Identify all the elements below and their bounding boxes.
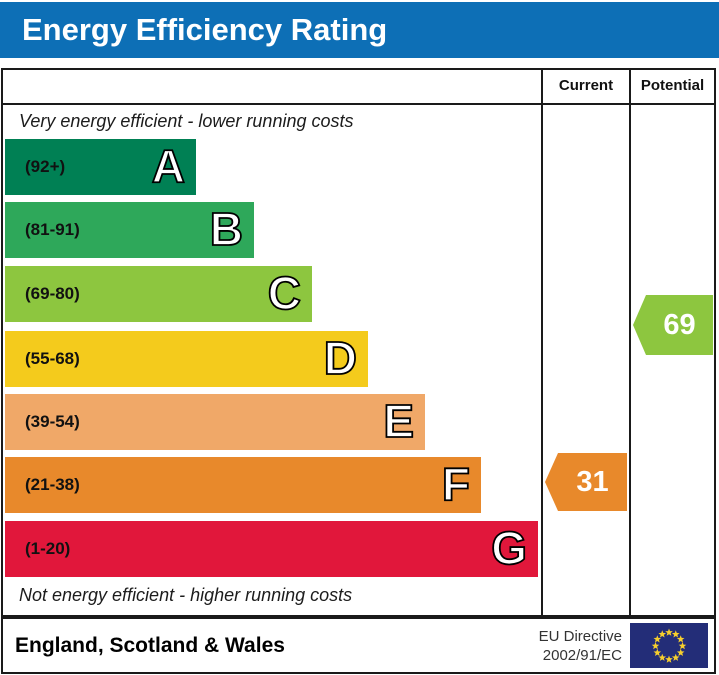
band-range-label: (21-38): [25, 475, 80, 494]
potential-column-header: Potential: [640, 77, 705, 94]
top-note: Very energy efficient - lower running co…: [19, 111, 354, 131]
left-arrow-shape: [545, 453, 627, 511]
rating-chart: Current Potential Very energy efficient …: [1, 68, 716, 617]
band-letter: F: [441, 457, 471, 511]
band-range-label: (39-54): [25, 412, 80, 431]
band-letter: C: [267, 266, 302, 320]
current-column-header: Current: [558, 77, 614, 94]
band-d: (55-68) D: [5, 331, 368, 387]
band-letter: A: [151, 139, 186, 193]
band-e: (39-54) E: [5, 394, 425, 450]
band-letter: B: [209, 202, 244, 256]
eu-directive-line1: EU Directive: [538, 627, 622, 645]
bottom-note: Not energy efficient - higher running co…: [19, 585, 353, 605]
region-label: England, Scotland & Wales: [15, 633, 285, 657]
footer-bar: England, Scotland & Wales EU Directive 2…: [1, 617, 716, 674]
band-c: (69-80) C: [5, 266, 312, 322]
band-a: (92+) A: [5, 139, 196, 195]
column-divider-potential: [629, 70, 631, 615]
title-bar: Energy Efficiency Rating: [0, 2, 719, 58]
current-rating-value: 31: [576, 465, 609, 498]
band-letter: E: [382, 394, 414, 448]
page-title: Energy Efficiency Rating: [22, 12, 388, 47]
band-range-label: (92+): [25, 157, 66, 176]
eu-directive-label: EU Directive 2002/91/EC: [539, 619, 622, 672]
band-f: (21-38) F: [5, 457, 481, 513]
eu-flag-icon: [630, 623, 708, 668]
band-range-label: (1-20): [25, 539, 71, 558]
band-range-label: (81-91): [25, 220, 80, 239]
band-range-label: (55-68): [25, 349, 80, 368]
potential-rating-indicator: 69: [633, 295, 713, 355]
potential-rating-value: 69: [663, 308, 696, 341]
column-divider-current: [541, 70, 543, 615]
eu-directive-line2: 2002/91/EC: [542, 646, 622, 664]
band-b: (81-91) B: [5, 202, 254, 258]
band-range-label: (69-80): [25, 284, 80, 303]
left-arrow-shape: [633, 295, 713, 355]
current-rating-indicator: 31: [545, 453, 627, 511]
header-divider: [3, 103, 714, 105]
band-letter: G: [490, 521, 528, 575]
band-g: (1-20) G: [5, 521, 538, 577]
band-letter: D: [323, 331, 358, 385]
